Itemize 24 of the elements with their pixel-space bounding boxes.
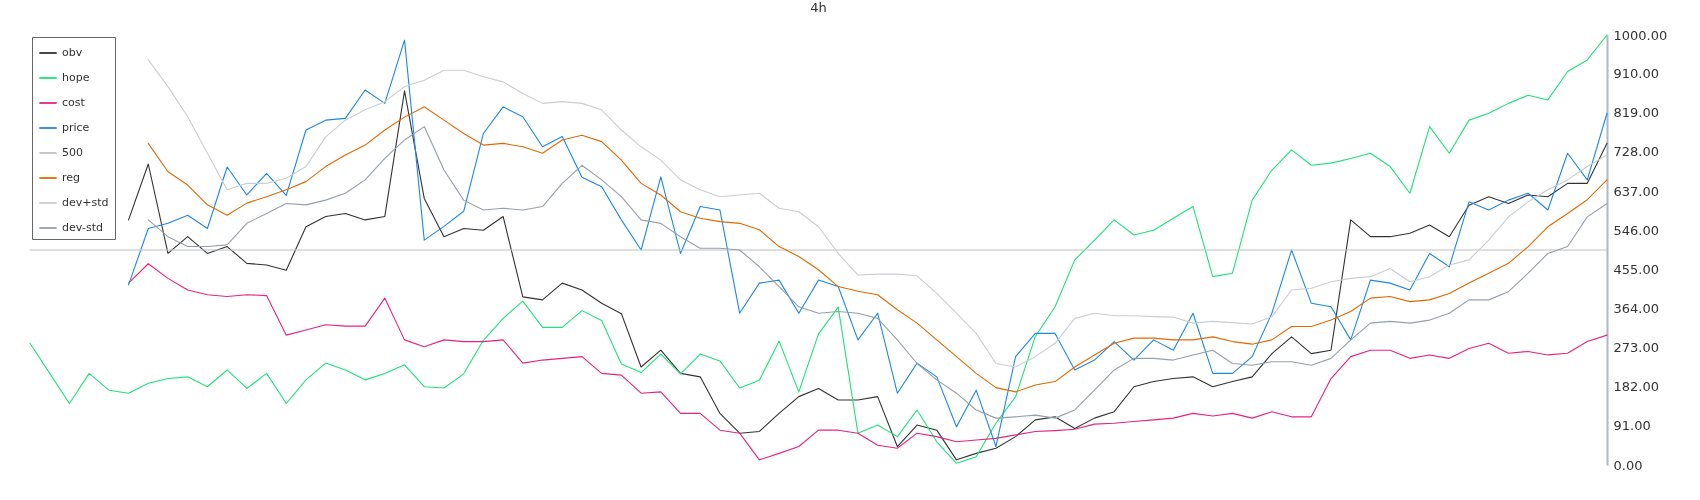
- y-tick-label: 546.00: [1613, 222, 1659, 238]
- y-tick-label: 455.00: [1613, 261, 1659, 277]
- y-tick-label: 273.00: [1613, 340, 1659, 356]
- y-tick-label: 0.00: [1613, 457, 1643, 473]
- line-series: [128, 263, 1608, 461]
- legend-label: 500: [62, 146, 83, 159]
- y-tick-label: 637.00: [1613, 183, 1659, 199]
- legend-label: dev+std: [62, 196, 109, 209]
- y-tick-label: 819.00: [1613, 105, 1659, 121]
- line-series: [147, 59, 1608, 368]
- y-tick-label: 1000.00: [1613, 27, 1668, 43]
- y-tick-label: 728.00: [1613, 144, 1659, 160]
- y-tick-label: 182.00: [1613, 379, 1659, 395]
- chart-title: 4h: [810, 0, 827, 15]
- legend-label: reg: [62, 171, 81, 184]
- y-tick-label: 364.00: [1613, 300, 1659, 316]
- y-tick-label: 910.00: [1613, 66, 1659, 82]
- legend-label: obv: [62, 46, 83, 59]
- legend-label: dev-std: [62, 221, 103, 234]
- legend-label: hope: [62, 71, 90, 84]
- legend-label: price: [62, 121, 90, 134]
- line-series: [128, 90, 1608, 461]
- legend-label: cost: [62, 96, 86, 109]
- y-tick-label: 91.00: [1613, 418, 1651, 434]
